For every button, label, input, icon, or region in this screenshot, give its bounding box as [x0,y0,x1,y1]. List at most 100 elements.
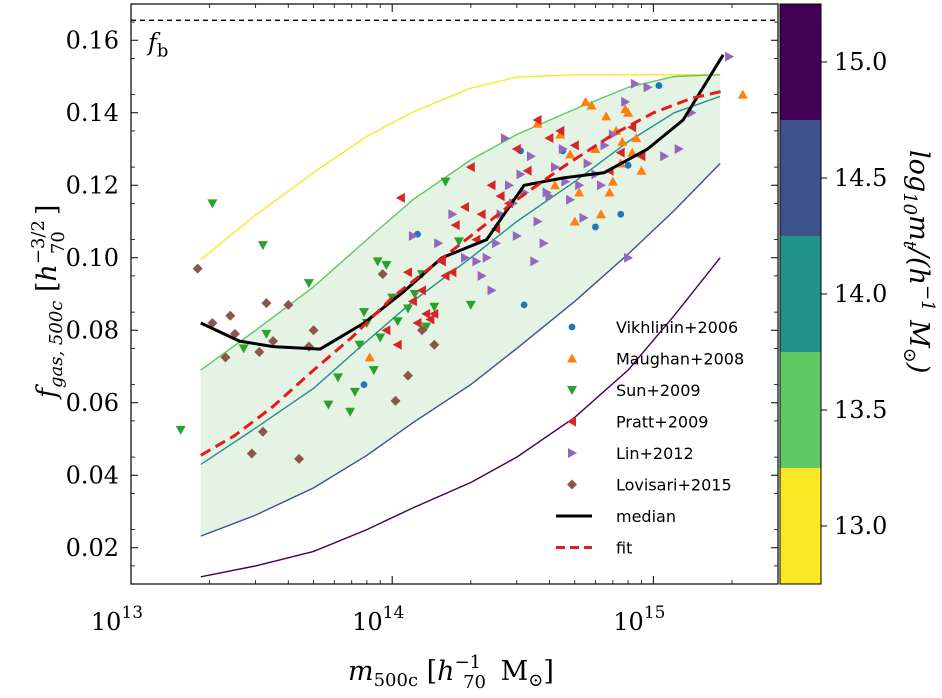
series-maughan-2008 [364,89,748,362]
data-point-vikhlinin-2006 [655,82,663,89]
colorbar-tick-label: 13.5 [834,396,887,424]
data-point-lin-2012 [600,140,610,151]
y-tick-label: 0.06 [66,389,119,417]
data-point-pratt-2009 [421,308,431,319]
legend-label-median: median [616,507,676,526]
x-axis-title: m500c [h−1 70 M⊙] [348,652,554,693]
legend-marker-lin-2012 [568,448,577,458]
axes: 0.02 0.04 0.06 0.08 0.10 0.12 0.14 0.16 1013 1014… [66,4,779,636]
data-point-lovisari-2015 [261,298,272,309]
legend-marker-pratt-2009 [567,416,576,427]
data-point-pratt-2009 [447,267,457,278]
data-point-maughan-2008 [555,129,566,139]
data-point-maughan-2008 [580,96,591,106]
y-tick-label: 0.04 [66,461,119,489]
legend-marker-maughan-2008 [567,353,577,363]
legend-marker-vikhlinin-2006 [568,323,576,331]
data-point-lovisari-2015 [268,336,279,347]
data-point-lovisari-2015 [225,310,236,321]
data-point-maughan-2008 [601,111,612,121]
data-point-lin-2012 [487,285,497,296]
data-point-maughan-2008 [604,187,615,197]
data-point-sun-2009 [372,257,383,267]
data-point-pratt-2009 [429,308,439,319]
data-point-pratt-2009 [417,285,426,296]
data-point-maughan-2008 [631,133,642,143]
data-point-vikhlinin-2006 [592,223,599,231]
data-point-lovisari-2015 [403,370,413,381]
data-point-lin-2012 [551,162,560,173]
shaded-band [200,74,721,537]
data-point-lovisari-2015 [254,347,265,357]
colorbar-tick-label: 14.0 [834,280,887,308]
legend-label-lovisari-2015: Lovisari+2015 [616,476,732,495]
data-point-pratt-2009 [450,220,460,231]
legend: Vikhlinin+2006 Maughan+2008 Sun+2009 Pratt+… [556,318,744,558]
x-tick-label: 1014 [352,603,404,636]
y-tick-label: 0.16 [66,26,119,54]
data-point-pratt-2009 [522,165,532,176]
data-point-lin-2012 [448,209,458,220]
data-point-sun-2009 [207,199,218,209]
data-point-pratt-2009 [460,202,469,212]
legend-marker-lovisari-2015 [567,479,577,490]
median-line [200,54,725,351]
model-curves [200,73,721,578]
data-point-lin-2012 [660,151,670,162]
legend-label-vikhlinin-2006: Vikhlinin+2006 [616,318,738,337]
data-point-lovisari-2015 [429,339,440,350]
data-point-lin-2012 [621,96,631,107]
colorbar-tick-label: 13.0 [834,512,887,540]
data-point-lovisari-2015 [220,352,231,363]
data-point-pratt-2009 [615,147,625,158]
data-point-lin-2012 [434,238,444,249]
data-point-lin-2012 [461,252,470,263]
data-point-lovisari-2015 [283,299,294,310]
data-point-lin-2012 [583,158,593,169]
data-point-sun-2009 [381,261,392,270]
data-point-lovisari-2015 [207,318,218,328]
colorbar-tick-label: 15.0 [834,48,887,76]
data-point-pratt-2009 [555,125,565,136]
data-point-lin-2012 [492,238,502,249]
data-point-lin-2012 [597,180,606,191]
colorbar-band [780,236,821,352]
colorbar-label: log10mt/(h−1 M⊙) [899,150,938,373]
data-point-sun-2009 [453,237,464,247]
y-tick-label: 0.08 [66,316,119,344]
data-point-sun-2009 [409,290,420,299]
shaded-band-area [200,74,721,537]
data-point-sun-2009 [368,366,379,376]
data-point-sun-2009 [345,407,356,417]
median-fit-lines [200,54,725,457]
legend-label-maughan-2008: Maughan+2008 [616,350,744,369]
data-point-sun-2009 [429,302,440,312]
model-curve-13-0 [200,73,721,261]
data-point-lin-2012 [674,144,684,154]
data-point-sun-2009 [257,241,268,251]
data-point-lin-2012 [575,180,585,191]
data-point-maughan-2008 [737,89,748,99]
data-point-sun-2009 [392,317,403,327]
data-point-vikhlinin-2006 [520,301,528,309]
data-point-sun-2009 [349,387,360,397]
data-point-sun-2009 [303,279,314,289]
data-point-lovisari-2015 [390,395,401,406]
data-point-pratt-2009 [412,318,422,328]
data-point-maughan-2008 [364,352,375,362]
data-point-pratt-2009 [392,339,402,350]
plot-frame [130,3,779,585]
data-point-sun-2009 [333,373,343,383]
y-axis-title: fgas, 500c [h−3/270] [28,205,69,400]
data-point-sun-2009 [354,340,365,350]
model-curve-14-0 [200,95,721,465]
data-point-lovisari-2015 [294,453,305,464]
data-point-vikhlinin-2006 [360,381,368,389]
legend-marker-sun-2009 [567,386,577,395]
data-point-maughan-2008 [574,187,585,197]
legend-label-fit: fit [616,539,632,558]
colorbar-band [780,120,821,236]
data-point-pratt-2009 [544,133,554,144]
data-point-lin-2012 [630,78,640,89]
